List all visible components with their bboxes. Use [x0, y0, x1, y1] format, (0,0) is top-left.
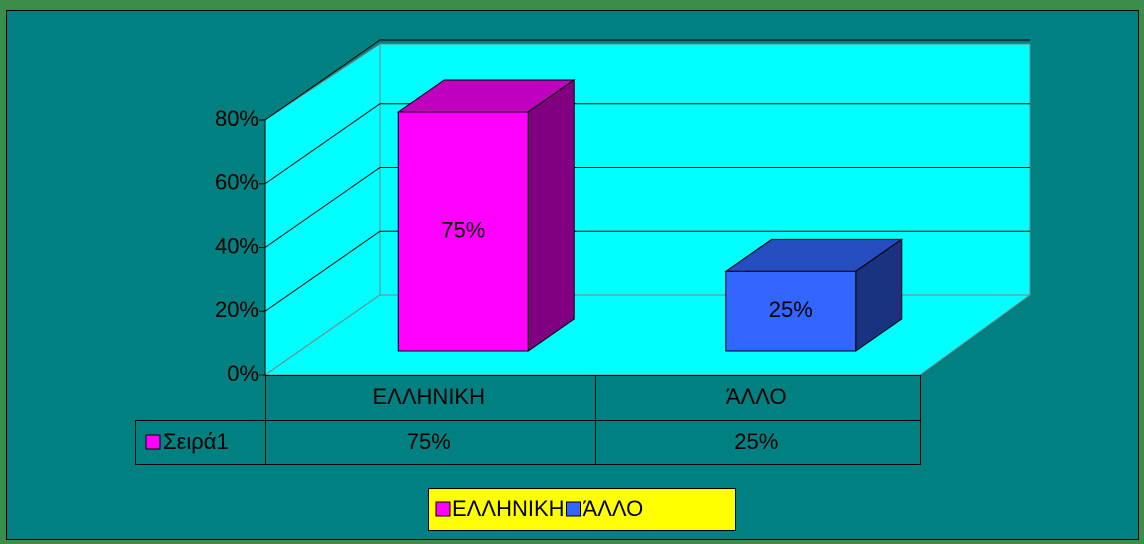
legend-key	[435, 501, 451, 517]
floor	[263, 294, 1032, 376]
table-legend-cell	[135, 420, 266, 465]
data-table	[135, 375, 921, 465]
grid-line	[264, 103, 1030, 185]
data-label: 75%	[441, 217, 485, 242]
legend-label: ΆΛΛΟ	[583, 496, 644, 521]
table-value: 25%	[734, 429, 778, 454]
y-tick-label: 80%	[215, 106, 259, 131]
legend-key	[566, 501, 582, 517]
y-tick-label: 0%	[227, 361, 259, 386]
y-tick-label: 40%	[215, 233, 259, 258]
x-tick-label: ΕΛΛΗΝΙΚΗ	[372, 384, 485, 409]
legend	[428, 488, 736, 531]
grid-line	[264, 39, 1030, 121]
grid-line	[264, 167, 1030, 248]
bar-side	[527, 78, 575, 352]
x-tick-label: ΆΛΛΟ	[726, 384, 787, 409]
legend-label: ΕΛΛΗΝΙΚΗ	[452, 496, 565, 521]
y-tick-label: 60%	[215, 170, 259, 195]
bar	[725, 270, 857, 352]
grid-line	[264, 230, 1030, 312]
table-series-name: Σειρά1	[163, 429, 229, 454]
y-tick-label: 20%	[215, 297, 259, 322]
table-value: 75%	[407, 429, 451, 454]
bar	[397, 111, 529, 352]
table-legend-key	[145, 434, 161, 450]
data-label: 25%	[769, 297, 813, 322]
